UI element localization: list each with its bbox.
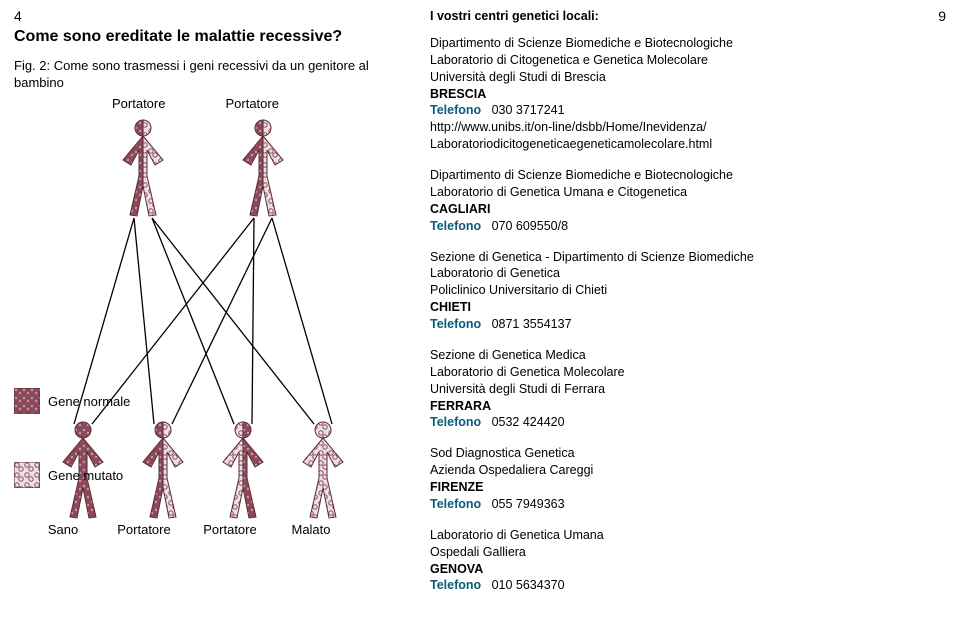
tel-label: Telefono	[430, 415, 481, 429]
legend-label: Gene mutato	[48, 468, 123, 483]
centre-line: Sezione di Genetica Medica	[430, 347, 930, 364]
centre-phone: Telefono 055 7949363	[430, 496, 930, 513]
centre-line: Laboratorio di Genetica Molecolare	[430, 364, 930, 381]
swatch-mutated-icon	[14, 462, 40, 488]
centres-column: I vostri centri genetici locali: Diparti…	[430, 8, 930, 608]
parent-label: Portatore	[112, 96, 165, 111]
parent-labels: Portatore Portatore	[112, 96, 279, 111]
centre-city: GENOVA	[430, 561, 930, 578]
centre-phone: Telefono 030 3717241	[430, 102, 930, 119]
centre-line: Ospedali Galliera	[430, 544, 930, 561]
child-label: Portatore	[200, 522, 260, 537]
centre-entry: Dipartimento di Scienze Biomediche e Bio…	[430, 167, 930, 235]
inheritance-figure	[38, 110, 378, 510]
centre-line: Azienda Ospedaliera Careggi	[430, 462, 930, 479]
centre-entry: Sezione di Genetica MedicaLaboratorio di…	[430, 347, 930, 431]
centre-line: Laboratorio di Genetica Umana e Citogene…	[430, 184, 930, 201]
parent-figure	[238, 118, 288, 218]
centre-line: Dipartimento di Scienze Biomediche e Bio…	[430, 167, 930, 184]
child-figure	[298, 420, 348, 520]
centre-phone: Telefono 0532 424420	[430, 414, 930, 431]
centre-entry: Sezione di Genetica - Dipartimento di Sc…	[430, 249, 930, 333]
child-label: Malato	[286, 522, 336, 537]
child-label: Portatore	[114, 522, 174, 537]
parent-figure	[118, 118, 168, 218]
legend-gene-normale: Gene normale	[14, 388, 130, 414]
centre-line: Policlinico Universitario di Chieti	[430, 282, 930, 299]
page-number-right: 9	[938, 8, 946, 24]
tel-label: Telefono	[430, 219, 481, 233]
centre-entry: Dipartimento di Scienze Biomediche e Bio…	[430, 35, 930, 153]
tel-label: Telefono	[430, 578, 481, 592]
centre-city: BRESCIA	[430, 86, 930, 103]
centres-title: I vostri centri genetici locali:	[430, 8, 930, 25]
tel-label: Telefono	[430, 497, 481, 511]
child-figure	[138, 420, 188, 520]
centre-phone: Telefono 010 5634370	[430, 577, 930, 594]
centre-city: CHIETI	[430, 299, 930, 316]
centre-line: Università degli Studi di Brescia	[430, 69, 930, 86]
centre-line: Laboratorio di Genetica Umana	[430, 527, 930, 544]
centre-phone: Telefono 0871 3554137	[430, 316, 930, 333]
child-figure	[218, 420, 268, 520]
centre-line: Università degli Studi di Ferrara	[430, 381, 930, 398]
centre-city: CAGLIARI	[430, 201, 930, 218]
child-labels: Sano Portatore Portatore Malato	[38, 522, 336, 537]
parent-label: Portatore	[225, 96, 278, 111]
centre-phone: Telefono 070 609550/8	[430, 218, 930, 235]
tel-label: Telefono	[430, 103, 481, 117]
centre-line: Laboratorio di Genetica	[430, 265, 930, 282]
centre-extra-line: Laboratoriodicitogeneticaegeneticamoleco…	[430, 136, 930, 153]
legend-label: Gene normale	[48, 394, 130, 409]
centre-city: FERRARA	[430, 398, 930, 415]
tel-label: Telefono	[430, 317, 481, 331]
centre-line: Laboratorio di Citogenetica e Genetica M…	[430, 52, 930, 69]
centre-entry: Sod Diagnostica GeneticaAzienda Ospedali…	[430, 445, 930, 513]
centre-extra-line: http://www.unibs.it/on-line/dsbb/Home/In…	[430, 119, 930, 136]
swatch-normal-icon	[14, 388, 40, 414]
child-label: Sano	[38, 522, 88, 537]
figure-caption: Fig. 2: Come sono trasmessi i geni reces…	[14, 58, 374, 92]
legend-gene-mutato: Gene mutato	[14, 462, 123, 488]
page-heading: Come sono ereditate le malattie recessiv…	[14, 28, 342, 46]
page-number-left: 4	[14, 8, 22, 24]
centre-line: Dipartimento di Scienze Biomediche e Bio…	[430, 35, 930, 52]
centre-line: Sezione di Genetica - Dipartimento di Sc…	[430, 249, 930, 266]
centre-city: FIRENZE	[430, 479, 930, 496]
centre-entry: Laboratorio di Genetica UmanaOspedali Ga…	[430, 527, 930, 595]
centre-line: Sod Diagnostica Genetica	[430, 445, 930, 462]
